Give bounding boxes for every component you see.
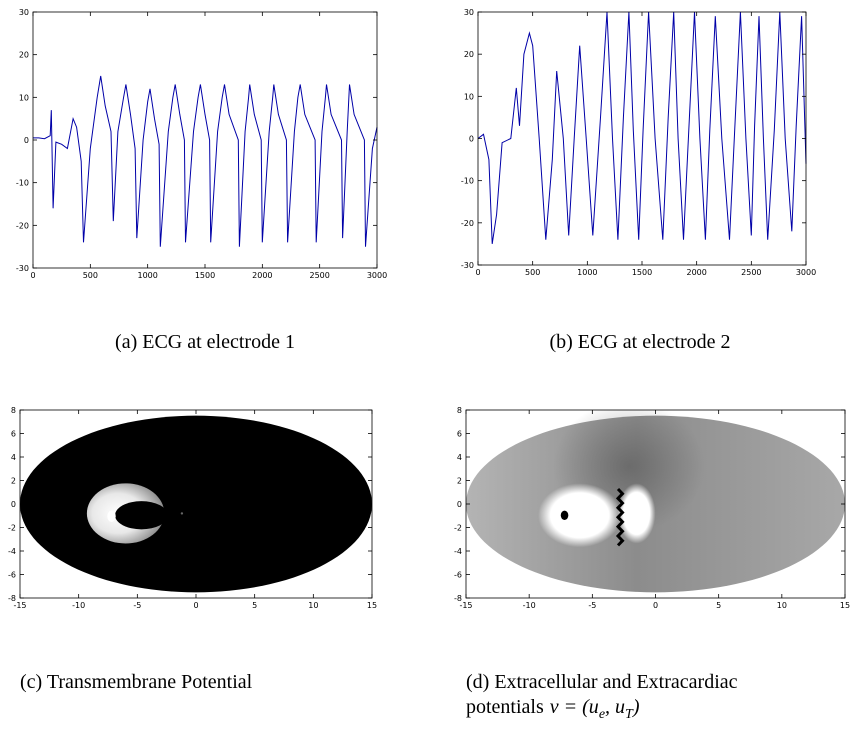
y-tick-label: -10 [16, 179, 29, 188]
x-tick-label: 5 [252, 601, 257, 610]
y-tick-label: 20 [464, 50, 474, 59]
x-tick-label: 2000 [686, 268, 706, 277]
caption-line: potentials v = (ue, uT) [466, 696, 640, 722]
y-tick-label: -8 [8, 594, 16, 603]
x-tick-label: 1500 [632, 268, 652, 277]
x-tick-label: 5 [716, 601, 721, 610]
speck [180, 512, 184, 515]
y-tick-label: -6 [454, 571, 462, 580]
math: v = (u [550, 696, 599, 718]
white-blob [538, 483, 622, 548]
caption: (b) ECG at electrode 2 [549, 331, 730, 353]
y-tick-label: -20 [16, 221, 29, 230]
caption: (a) ECG at electrode 1 [115, 331, 295, 353]
y-tick-label: 10 [19, 93, 29, 102]
dark-dot [560, 510, 569, 520]
x-tick-label: 1500 [195, 271, 215, 280]
y-tick-label: 0 [469, 135, 474, 144]
y-tick-label: 0 [24, 136, 29, 145]
caption-text: potentials [466, 696, 544, 718]
x-tick-label: 10 [777, 601, 787, 610]
x-tick-label: 15 [840, 601, 850, 610]
y-tick-label: 30 [464, 8, 474, 17]
y-tick-label: 6 [11, 430, 16, 439]
x-tick-label: -15 [459, 601, 472, 610]
y-tick-label: -6 [8, 571, 16, 580]
x-tick-label: -5 [588, 601, 596, 610]
x-tick-label: 2500 [741, 268, 761, 277]
y-tick-label: 0 [11, 500, 16, 509]
y-tick-label: 10 [464, 92, 474, 101]
math: , u [605, 696, 625, 718]
caption: (c) Transmembrane Potential [20, 671, 253, 693]
ecg-line [33, 75, 378, 247]
x-tick-label: 3000 [796, 268, 816, 277]
y-tick-label: 8 [457, 406, 462, 415]
y-tick-label: 4 [457, 453, 462, 462]
y-tick-label: -8 [454, 594, 462, 603]
x-tick-label: 0 [30, 271, 35, 280]
x-tick-label: 0 [653, 601, 658, 610]
y-tick-label: -4 [454, 547, 462, 556]
front-line [615, 487, 625, 547]
y-tick-label: -30 [16, 264, 29, 273]
y-tick-label: -20 [461, 219, 474, 228]
x-tick-label: 10 [308, 601, 318, 610]
x-tick-label: 2000 [252, 271, 272, 280]
y-tick-label: 30 [19, 8, 29, 17]
y-tick-label: -10 [461, 177, 474, 186]
y-tick-label: 20 [19, 51, 29, 60]
x-tick-label: -10 [523, 601, 536, 610]
x-tick-label: 1000 [577, 268, 597, 277]
axes-frame [477, 11, 807, 266]
y-tick-label: -2 [454, 524, 462, 533]
image-content [20, 415, 372, 593]
y-tick-label: -30 [461, 261, 474, 270]
x-tick-label: 500 [525, 268, 540, 277]
x-tick-label: -15 [13, 601, 26, 610]
x-tick-label: 3000 [367, 271, 387, 280]
x-tick-label: 0 [475, 268, 480, 277]
y-tick-label: 8 [11, 406, 16, 415]
domain [20, 415, 372, 593]
x-tick-label: 1000 [137, 271, 157, 280]
y-tick-label: 2 [457, 477, 462, 486]
y-tick-label: -2 [8, 524, 16, 533]
y-tick-label: 0 [457, 500, 462, 509]
math-subscript: T [625, 707, 634, 722]
y-tick-label: 2 [11, 477, 16, 486]
caption-text: (d) Extracellular and Extracardiac [466, 671, 738, 693]
y-tick-label: 6 [457, 430, 462, 439]
math-subscript: e [599, 707, 605, 722]
x-tick-label: 0 [193, 601, 198, 610]
y-tick-label: -4 [8, 547, 16, 556]
y-tick-label: 4 [11, 453, 16, 462]
caption-line: (d) Extracellular and Extracardiac [466, 671, 738, 693]
math: ) [632, 696, 640, 718]
x-tick-label: 15 [367, 601, 377, 610]
x-tick-label: -5 [133, 601, 141, 610]
x-tick-label: 2500 [309, 271, 329, 280]
white-front [617, 483, 656, 544]
wave-core [115, 501, 168, 530]
x-tick-label: -10 [72, 601, 85, 610]
wave-tip [107, 510, 116, 522]
image-content [466, 410, 845, 593]
ecg-line [477, 11, 807, 244]
x-tick-label: 500 [83, 271, 98, 280]
